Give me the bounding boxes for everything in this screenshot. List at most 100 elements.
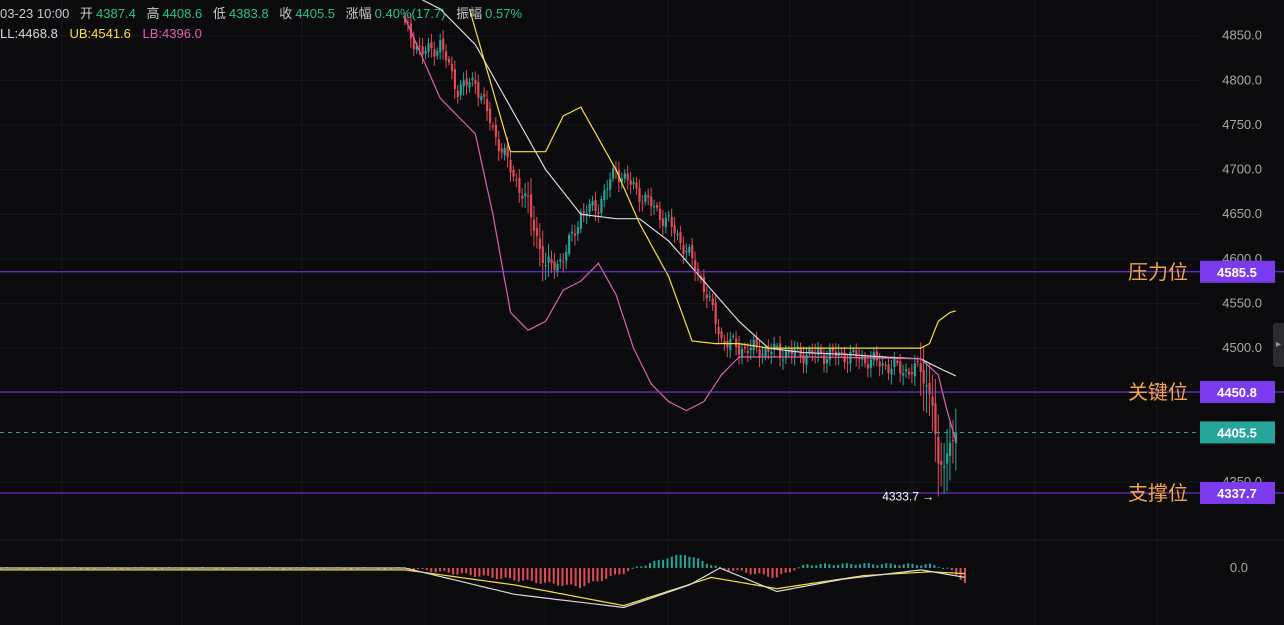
candle-body: [855, 350, 858, 359]
candle-body: [447, 58, 451, 63]
macd-hist-bar: [780, 568, 783, 575]
candle-body: [638, 187, 641, 202]
macd-hist-bar: [495, 568, 498, 580]
macd-hist-bar: [439, 568, 441, 572]
candle-body: [720, 331, 723, 339]
macd-hist-bar: [845, 563, 848, 568]
candle-body: [521, 195, 524, 199]
macd-hist-bar: [793, 568, 796, 571]
level-tag-0: 4585.5: [1217, 265, 1257, 280]
candle-body: [729, 338, 732, 350]
level-tag-bg-1: [1200, 381, 1275, 404]
candle-body: [655, 205, 659, 208]
macd-hist-bar: [828, 564, 831, 568]
candle-body: [846, 362, 849, 364]
macd-hist-bar: [841, 563, 844, 568]
candle-body: [594, 200, 597, 212]
macd-hist-bar: [622, 568, 625, 575]
low-marker-label: 4333.7 →: [882, 490, 934, 504]
macd-hist-bar: [425, 568, 428, 570]
macd-hist-bar: [749, 568, 752, 575]
candle-body: [427, 43, 430, 52]
y-tick-label-3: 4500.0: [1222, 340, 1262, 355]
macd-hist-bar: [824, 563, 826, 568]
level-tag-2: 4337.7: [1217, 486, 1257, 501]
scroll-handle-icon[interactable]: ▸: [1273, 323, 1284, 367]
macd-hist-bar: [504, 568, 507, 578]
candle-body: [445, 51, 448, 61]
level-tag-bg-0: [1200, 260, 1275, 283]
macd-hist-bar: [819, 563, 822, 568]
macd-hist-bar: [710, 565, 713, 568]
candle-body: [893, 358, 896, 368]
candle-body: [743, 346, 747, 349]
candle-body: [708, 295, 711, 297]
macd-hist-bar: [350, 568, 352, 570]
candle-body: [948, 442, 952, 457]
candle-body: [412, 37, 415, 50]
candle-body: [902, 373, 905, 376]
macd-hist-bar: [684, 555, 686, 568]
macd-hist-bar: [26, 568, 28, 570]
boll-upper-value: UB:4541.6: [69, 26, 131, 41]
candle-body: [738, 344, 741, 355]
macd-hist-bar: [740, 568, 743, 571]
candle-body: [890, 368, 893, 375]
candle-body: [916, 361, 919, 363]
candle-body: [571, 231, 574, 234]
level-label-0: 压力位: [1128, 260, 1188, 284]
candle-body: [787, 350, 791, 353]
macd-hist-bar: [539, 568, 542, 584]
boll-mid-value: LL:4468.8: [0, 26, 58, 41]
y-tick-label-9: 4800.0: [1222, 72, 1262, 87]
macd-hist-bar: [570, 568, 573, 585]
candle-body: [500, 148, 503, 153]
candle-body: [878, 361, 881, 367]
open-label: 开: [80, 6, 94, 21]
close-label: 收: [279, 6, 293, 21]
macd-hist-bar: [850, 564, 853, 568]
candle-body: [954, 432, 958, 444]
candle-body: [497, 139, 500, 152]
candle-body: [869, 359, 873, 368]
candle-body: [541, 246, 544, 264]
macd-hist-bar: [758, 568, 761, 574]
macd-hist-bar: [802, 565, 805, 568]
candle-body: [579, 212, 582, 229]
macd-hist-bar: [929, 563, 931, 568]
y-tick-label-7: 4700.0: [1222, 162, 1262, 177]
candle-body: [913, 363, 917, 377]
macd-hist-bar: [447, 568, 450, 573]
macd-hist-bar: [898, 565, 901, 568]
candle-body: [702, 276, 706, 293]
candle-body: [881, 363, 884, 366]
candle-body: [758, 349, 761, 358]
candle-body: [582, 211, 585, 214]
candle-body: [907, 371, 911, 375]
macd-hist-bar: [522, 568, 525, 581]
candle-body: [556, 263, 559, 273]
macd-hist-bar: [509, 568, 511, 579]
candle-body: [650, 196, 653, 207]
macd-hist-bar: [964, 568, 966, 583]
macd-hist-bar: [670, 556, 673, 568]
ohlc-info-bar: 03-23 10:00 开 4387.4 高 4408.6 低 4383.8 收 440…: [0, 3, 529, 22]
low-label: 低: [212, 6, 226, 21]
candle-body: [623, 173, 626, 179]
candle-body: [424, 50, 427, 54]
macd-hist-bar: [565, 568, 568, 585]
candle-body: [822, 355, 826, 364]
close-value: 4405.5: [295, 6, 336, 21]
macd-hist-bar: [544, 568, 546, 583]
candle-body: [951, 439, 955, 441]
candle-body: [670, 216, 673, 227]
macd-hist-bar: [154, 568, 157, 570]
macd-hist-bar: [635, 566, 638, 568]
bar-date: 03-23 10:00: [0, 6, 70, 21]
candle-body: [910, 372, 914, 375]
candle-body: [462, 80, 465, 87]
candle-body: [527, 195, 530, 197]
candle-body: [632, 182, 635, 185]
macd-hist-bar: [383, 568, 386, 570]
